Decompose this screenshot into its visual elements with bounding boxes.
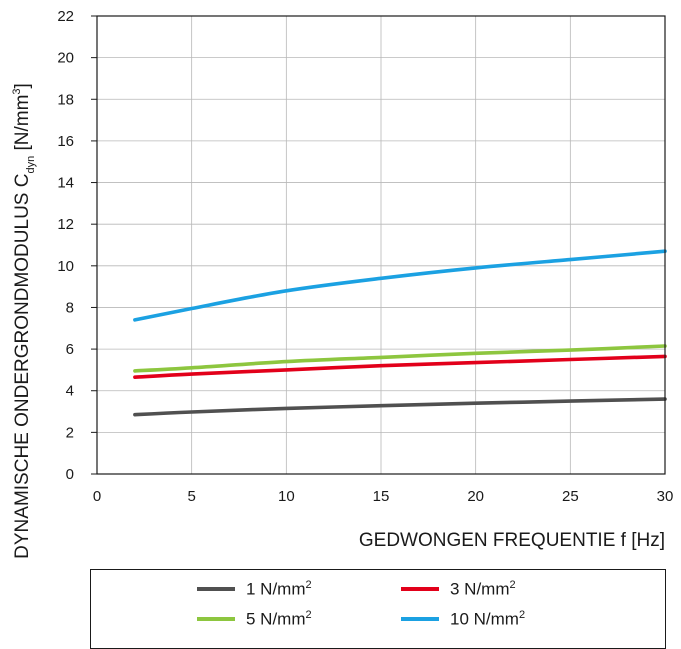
series-line-4 xyxy=(133,249,667,322)
legend-swatch-3 xyxy=(401,587,439,591)
legend-label-10: 10 N/mm2 xyxy=(450,608,526,629)
series-line-1 xyxy=(133,397,667,417)
plot-frame xyxy=(96,15,666,475)
y-tick-label: 10 xyxy=(57,258,74,275)
y-tick-label: 18 xyxy=(57,91,74,108)
y-tick-label: 4 xyxy=(66,383,74,400)
legend-label-3: 3 N/mm2 xyxy=(450,578,516,599)
y-tick-label: 8 xyxy=(66,299,74,316)
y-axis-title: DYNAMISCHE ONDERGRONDMODULUS Cdyn [N/mm3… xyxy=(11,83,37,559)
y-tick-label: 20 xyxy=(57,50,74,67)
legend-item-1: 1 N/mm2 xyxy=(197,577,312,601)
legend-swatch-10 xyxy=(401,617,439,621)
y-tick-label: 16 xyxy=(57,133,74,150)
y-tick-label: 0 xyxy=(66,466,74,483)
y-tick-label: 6 xyxy=(66,341,74,358)
x-axis-title: GEDWONGEN FREQUENTIE f [Hz] xyxy=(359,530,665,551)
x-tick-label: 25 xyxy=(562,488,579,505)
legend-label-5: 5 N/mm2 xyxy=(246,608,312,629)
legend: 1 N/mm2 3 N/mm2 5 N/mm2 10 N/mm2 xyxy=(90,569,666,649)
y-axis-title-unit-open: [N/mm xyxy=(12,95,33,156)
y-axis-title-unit-sup: 3 xyxy=(11,88,23,94)
legend-item-5: 5 N/mm2 xyxy=(197,607,312,631)
y-axis-title-subscript: dyn xyxy=(25,156,37,174)
y-tick-label: 12 xyxy=(57,216,74,233)
y-axis-title-main: DYNAMISCHE ONDERGRONDMODULUS C xyxy=(12,174,33,559)
x-tick-label: 0 xyxy=(93,488,101,505)
x-tick-label: 5 xyxy=(187,488,195,505)
y-tick-label: 14 xyxy=(57,175,74,192)
series-lines xyxy=(133,249,667,417)
grid xyxy=(97,16,665,474)
x-tick-label: 30 xyxy=(657,488,674,505)
x-tick-label: 10 xyxy=(278,488,295,505)
y-tick-label: 22 xyxy=(57,8,74,25)
legend-item-3: 3 N/mm2 xyxy=(401,577,516,601)
series-line-2 xyxy=(133,354,667,379)
tick-labels: 0 5 10 15 20 25 30 0 2 4 6 8 10 12 14 16 18 20 22 xyxy=(57,8,673,505)
line-chart: 0 5 10 15 20 25 30 0 2 4 6 8 10 12 14 16 18 20 22 GEDWONGE… xyxy=(11,8,673,559)
legend-label-1: 1 N/mm2 xyxy=(246,578,312,599)
series-line-3 xyxy=(133,344,667,373)
legend-swatch-5 xyxy=(197,617,235,621)
x-tick-label: 20 xyxy=(467,488,484,505)
x-tick-label: 15 xyxy=(373,488,390,505)
y-tick-label: 2 xyxy=(66,424,74,441)
legend-item-10: 10 N/mm2 xyxy=(401,607,525,631)
y-axis-title-unit-close: ] xyxy=(12,83,33,88)
legend-swatch-1 xyxy=(197,587,235,591)
